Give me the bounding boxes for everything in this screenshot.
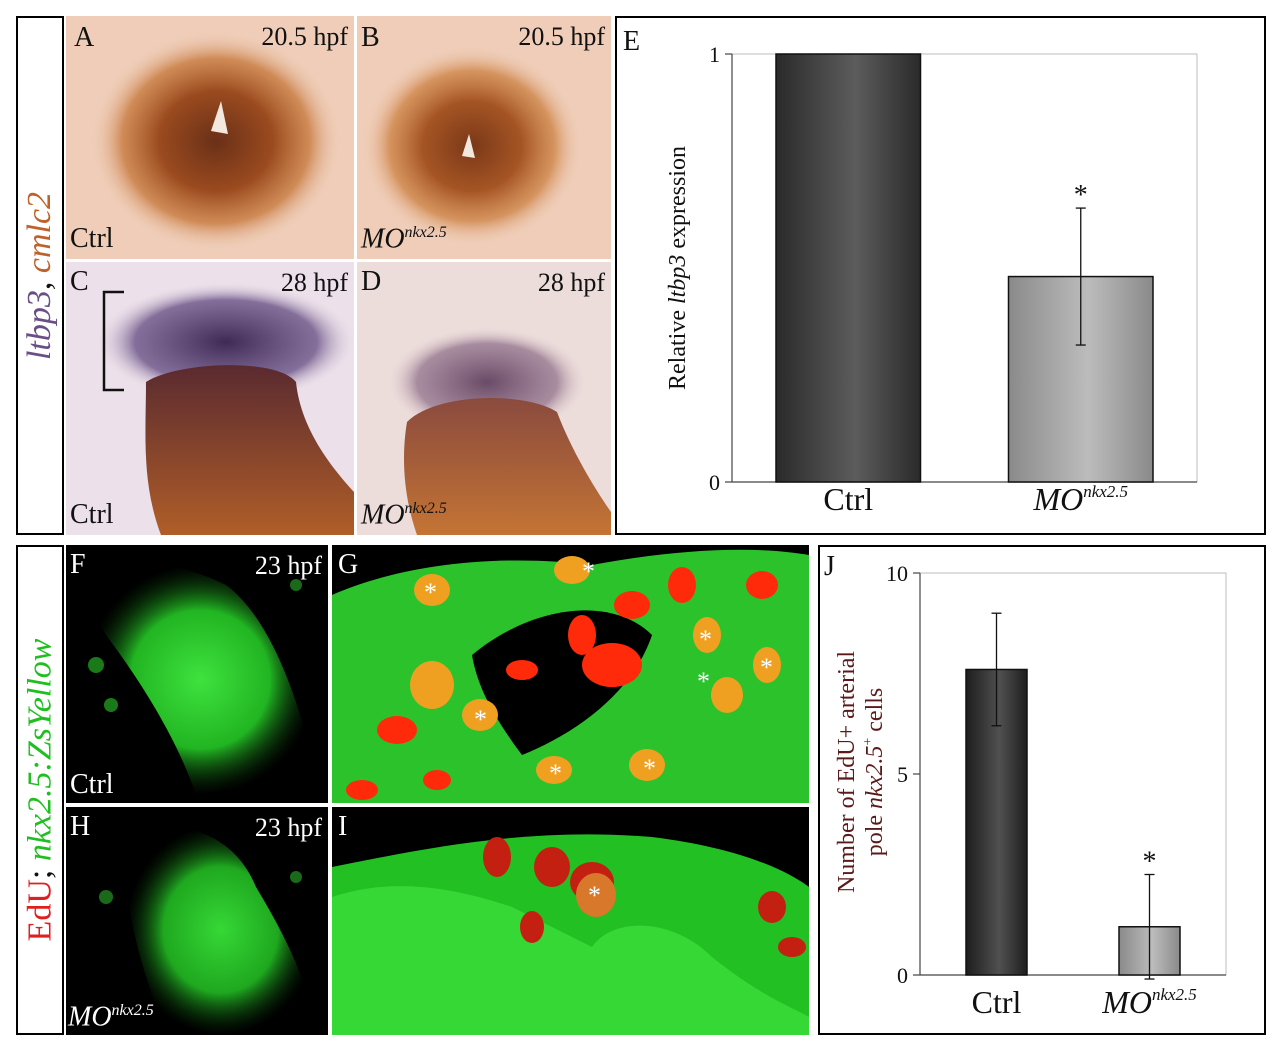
panel-g-marker-2: * [582, 557, 595, 586]
panel-g-letter: G [338, 549, 359, 580]
panel-d-letter: D [361, 266, 382, 297]
panel-d-condition: MOnkx2.5 [361, 499, 447, 530]
panel-f-stage: 23 hpf [254, 551, 322, 580]
panel-a-heart-stain [91, 31, 341, 251]
edu-label: EdU [21, 879, 58, 942]
panel-e-x-label-ctrl: Ctrl [823, 481, 873, 517]
panel-e-chart-box: E 0 1 Ctrl * MOnkx2.5 Relative ltbp3 expressi… [615, 16, 1266, 535]
panel-i-image: I * [332, 807, 809, 1035]
panel-h-condition-sup: nkx2.5 [111, 1001, 154, 1019]
panel-b-image: B 20.5 hpf MOnkx2.5 [357, 16, 611, 259]
gene-ltbp3-label: ltbp3 [21, 289, 58, 360]
panel-f-condition: Ctrl [70, 769, 114, 800]
panel-f-letter: F [70, 549, 86, 580]
panel-g-image: G * * * * * * * * [332, 545, 809, 803]
panel-e-letter: E [623, 26, 641, 57]
panel-d-stage: 28 hpf [537, 268, 605, 297]
top-side-label: ltbp3, cmlc2 [21, 191, 59, 359]
panel-e-significance-marker: * [1074, 180, 1088, 211]
panel-b-condition: MOnkx2.5 [361, 223, 447, 254]
panel-h-image: H 23 hpf MOnkx2.5 [66, 807, 328, 1035]
panel-h-condition-text: MO [68, 1001, 112, 1032]
panel-g-marker-3: * [699, 625, 712, 654]
panel-a-stage: 20.5 hpf [261, 22, 348, 51]
panel-f-fluorescence [84, 564, 317, 795]
panel-g-marker-5: * [697, 667, 710, 696]
panel-j-chart: 0 5 10 Ctrl * MOnkx2.5 Number of EdU+ arterial… [820, 547, 1264, 1033]
panel-j-chart-box: J 0 5 10 Ctrl * MOnkx2.5 Number of EdU+ arteri… [818, 545, 1266, 1035]
panel-e-y-axis-label: Relative ltbp3 expression [665, 146, 691, 390]
panel-d-condition-text: MO [361, 499, 405, 530]
panel-b-letter: B [361, 22, 380, 53]
panel-c-condition: Ctrl [70, 499, 114, 530]
panel-b-heart-stain [362, 46, 582, 246]
panel-c-stage: 28 hpf [280, 268, 348, 297]
panel-j-letter: J [824, 551, 835, 582]
panel-g-marker-8: * [643, 754, 656, 783]
panel-f-image: F 23 hpf Ctrl [66, 545, 328, 803]
panel-i-fluorescence [332, 834, 809, 1035]
panel-h-letter: H [70, 811, 91, 842]
panel-g-marker-6: * [474, 705, 487, 734]
panel-c-image: C 28 hpf Ctrl [66, 262, 354, 535]
panel-e-bar-ctrl [775, 53, 922, 483]
panel-g-marker-1: * [424, 578, 437, 607]
panel-j-y-tick-label: 5 [897, 762, 908, 787]
panel-c-heart-stain [96, 282, 354, 535]
top-side-label-box: ltbp3, cmlc2 [16, 16, 64, 535]
panel-h-stage: 23 hpf [254, 813, 322, 842]
panel-i-letter: I [338, 811, 348, 842]
panel-j-y-tick-label: 10 [886, 561, 908, 586]
bottom-side-label: EdU; nkx2.5:ZsYellow [21, 639, 59, 942]
reporter-label: nkx2.5:ZsYellow [21, 638, 58, 862]
panel-d-condition-sup: nkx2.5 [404, 499, 447, 517]
panel-j-x-label-ctrl: Ctrl [972, 984, 1022, 1020]
panel-j-y-axis-label-line1: Number of EdU+ arterial [834, 651, 860, 893]
panel-e-x-label-mo: MOnkx2.5 [1032, 481, 1128, 517]
label-separator: ; [21, 861, 58, 880]
panel-j-chart-svg: 0 5 10 Ctrl * MOnkx2.5 Number of EdU+ arterial… [834, 561, 1227, 1020]
bottom-side-label-box: EdU; nkx2.5:ZsYellow [16, 545, 64, 1035]
panel-b-condition-sup: nkx2.5 [404, 223, 447, 241]
panel-e-chart-svg: 0 1 Ctrl * MOnkx2.5 Relative ltbp3 expression [665, 42, 1198, 517]
panel-e-y-tick-label: 0 [709, 470, 720, 495]
panel-a-letter: A [74, 22, 95, 53]
panel-i-marker: * [588, 881, 601, 910]
panel-e-chart: 0 1 Ctrl * MOnkx2.5 Relative ltbp3 expression [617, 18, 1264, 533]
panel-h-fluorescence [99, 824, 316, 1035]
panel-g-marker-7: * [549, 759, 562, 788]
panel-c-letter: C [70, 266, 89, 297]
panel-j-x-label-mo: MOnkx2.5 [1101, 984, 1197, 1020]
panel-e-y-tick-label: 1 [709, 42, 720, 67]
panel-a-condition: Ctrl [70, 223, 114, 254]
panel-j-y-tick-label: 0 [897, 963, 908, 988]
panel-b-stage: 20.5 hpf [518, 22, 605, 51]
panel-j-y-axis-label-line2: pole nkx2.5+ cells [861, 688, 888, 857]
panel-b-condition-text: MO [361, 223, 405, 254]
panel-d-image: D 28 hpf MOnkx2.5 [357, 262, 611, 535]
panel-j-significance-marker: * [1143, 847, 1157, 878]
label-separator: , [21, 272, 58, 290]
gene-cmlc2-label: cmlc2 [21, 191, 58, 273]
panel-g-marker-4: * [760, 653, 773, 682]
panel-d-heart-stain [387, 327, 611, 535]
panel-g-fluorescence [332, 549, 809, 803]
panel-h-condition: MOnkx2.5 [68, 1001, 154, 1032]
panel-a-image: A 20.5 hpf Ctrl [66, 16, 354, 259]
